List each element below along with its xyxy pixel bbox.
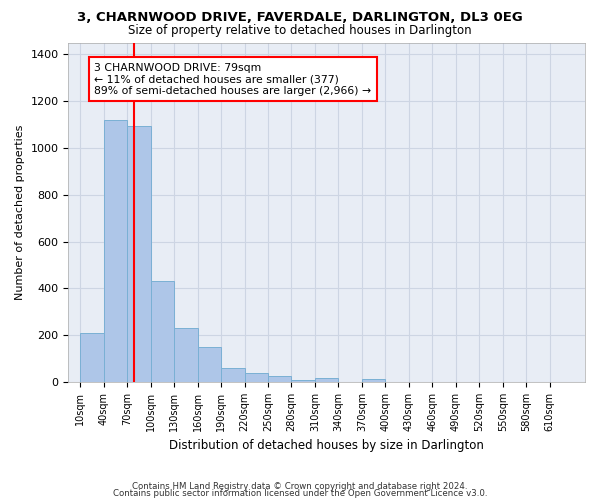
Bar: [221, 368, 245, 382]
Text: Contains HM Land Registry data © Crown copyright and database right 2024.: Contains HM Land Registry data © Crown c…: [132, 482, 468, 491]
Bar: [127, 126, 151, 382]
Bar: [104, 120, 127, 382]
Text: 3 CHARNWOOD DRIVE: 79sqm
← 11% of detached houses are smaller (377)
89% of semi-: 3 CHARNWOOD DRIVE: 79sqm ← 11% of detach…: [94, 63, 371, 96]
Bar: [245, 372, 268, 382]
X-axis label: Distribution of detached houses by size in Darlington: Distribution of detached houses by size …: [169, 440, 484, 452]
Bar: [197, 348, 221, 382]
Text: 3, CHARNWOOD DRIVE, FAVERDALE, DARLINGTON, DL3 0EG: 3, CHARNWOOD DRIVE, FAVERDALE, DARLINGTO…: [77, 11, 523, 24]
Bar: [151, 282, 174, 382]
Bar: [315, 378, 338, 382]
Bar: [362, 378, 385, 382]
Y-axis label: Number of detached properties: Number of detached properties: [15, 124, 25, 300]
Bar: [292, 380, 315, 382]
Text: Size of property relative to detached houses in Darlington: Size of property relative to detached ho…: [128, 24, 472, 37]
Bar: [174, 328, 197, 382]
Text: Contains public sector information licensed under the Open Government Licence v3: Contains public sector information licen…: [113, 490, 487, 498]
Bar: [268, 376, 292, 382]
Bar: [80, 333, 104, 382]
